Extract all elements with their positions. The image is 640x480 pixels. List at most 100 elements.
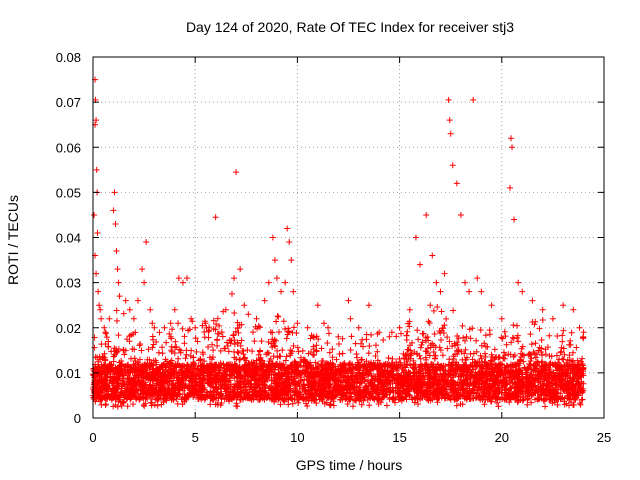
background-point <box>364 389 371 396</box>
background-point <box>570 401 577 408</box>
background-point <box>467 350 474 357</box>
background-point <box>509 334 516 341</box>
background-point <box>437 347 444 354</box>
background-point <box>148 395 155 402</box>
background-point <box>210 317 217 324</box>
background-point <box>521 364 528 371</box>
background-point <box>216 322 223 329</box>
background-point <box>454 341 461 348</box>
background-point <box>528 399 535 406</box>
background-point <box>283 353 290 360</box>
background-point <box>311 352 318 359</box>
background-point <box>182 355 189 362</box>
background-point <box>364 396 371 403</box>
background-point <box>425 318 432 325</box>
background-point <box>244 346 251 353</box>
background-point <box>257 347 264 354</box>
background-point <box>299 347 306 354</box>
background-point <box>415 336 422 343</box>
background-point <box>349 403 356 410</box>
background-point <box>251 338 258 345</box>
background-point <box>324 340 331 347</box>
background-point <box>110 358 117 365</box>
background-point <box>240 351 247 358</box>
background-point <box>495 403 502 410</box>
background-point <box>347 347 354 354</box>
background-point <box>528 341 535 348</box>
background-point <box>149 344 156 351</box>
background-point <box>499 335 506 342</box>
background-point <box>434 303 441 310</box>
background-point <box>388 329 395 336</box>
background-point <box>486 331 493 338</box>
background-point <box>554 333 561 340</box>
background-point <box>190 354 197 361</box>
background-point <box>564 362 571 369</box>
background-point <box>374 348 381 355</box>
background-point <box>231 309 238 316</box>
background-point <box>135 361 142 368</box>
background-point <box>230 331 237 338</box>
background-point <box>219 333 226 340</box>
background-point <box>511 372 518 379</box>
background-point <box>312 359 319 366</box>
background-point <box>577 401 584 408</box>
background-point <box>466 326 473 333</box>
background-point <box>275 328 282 335</box>
background-point <box>304 402 311 409</box>
background-point <box>535 347 542 354</box>
background-point <box>450 307 457 314</box>
data-points <box>90 76 587 410</box>
background-point <box>482 353 489 360</box>
background-point <box>137 340 144 347</box>
background-point <box>214 342 221 349</box>
background-point <box>225 348 232 355</box>
background-point <box>559 332 566 339</box>
background-point <box>360 343 367 350</box>
background-point <box>146 363 153 370</box>
background-point <box>567 341 574 348</box>
background-point <box>124 403 131 410</box>
background-point <box>91 344 98 351</box>
background-point <box>310 343 317 350</box>
background-point <box>118 402 125 409</box>
background-point <box>500 349 507 356</box>
background-point <box>181 333 188 340</box>
background-point <box>385 354 392 361</box>
background-point <box>532 354 539 361</box>
background-point <box>102 401 109 408</box>
background-point <box>270 353 277 360</box>
background-point <box>153 376 160 383</box>
background-point <box>263 351 270 358</box>
background-point <box>131 355 138 362</box>
background-point <box>145 346 152 353</box>
background-point <box>418 341 425 348</box>
background-point <box>238 364 245 371</box>
background-point <box>313 342 320 349</box>
background-point <box>459 401 466 408</box>
background-point <box>269 329 276 336</box>
background-point <box>290 324 297 331</box>
background-point <box>459 322 466 329</box>
background-point <box>168 357 175 364</box>
background-point <box>285 325 292 332</box>
background-point <box>249 348 256 355</box>
background-point <box>175 355 182 362</box>
background-point <box>181 340 188 347</box>
background-point <box>91 334 98 341</box>
background-point <box>438 336 445 343</box>
background-point <box>163 339 170 346</box>
background-point <box>159 350 166 357</box>
background-point <box>121 351 128 358</box>
background-point <box>162 356 169 363</box>
background-point <box>168 335 175 342</box>
background-point <box>443 315 450 322</box>
background-point <box>439 352 446 359</box>
background-point <box>393 364 400 371</box>
background-point <box>462 337 469 344</box>
background-point <box>326 402 333 409</box>
background-point <box>214 315 221 322</box>
background-point <box>473 337 480 344</box>
background-point <box>573 344 580 351</box>
